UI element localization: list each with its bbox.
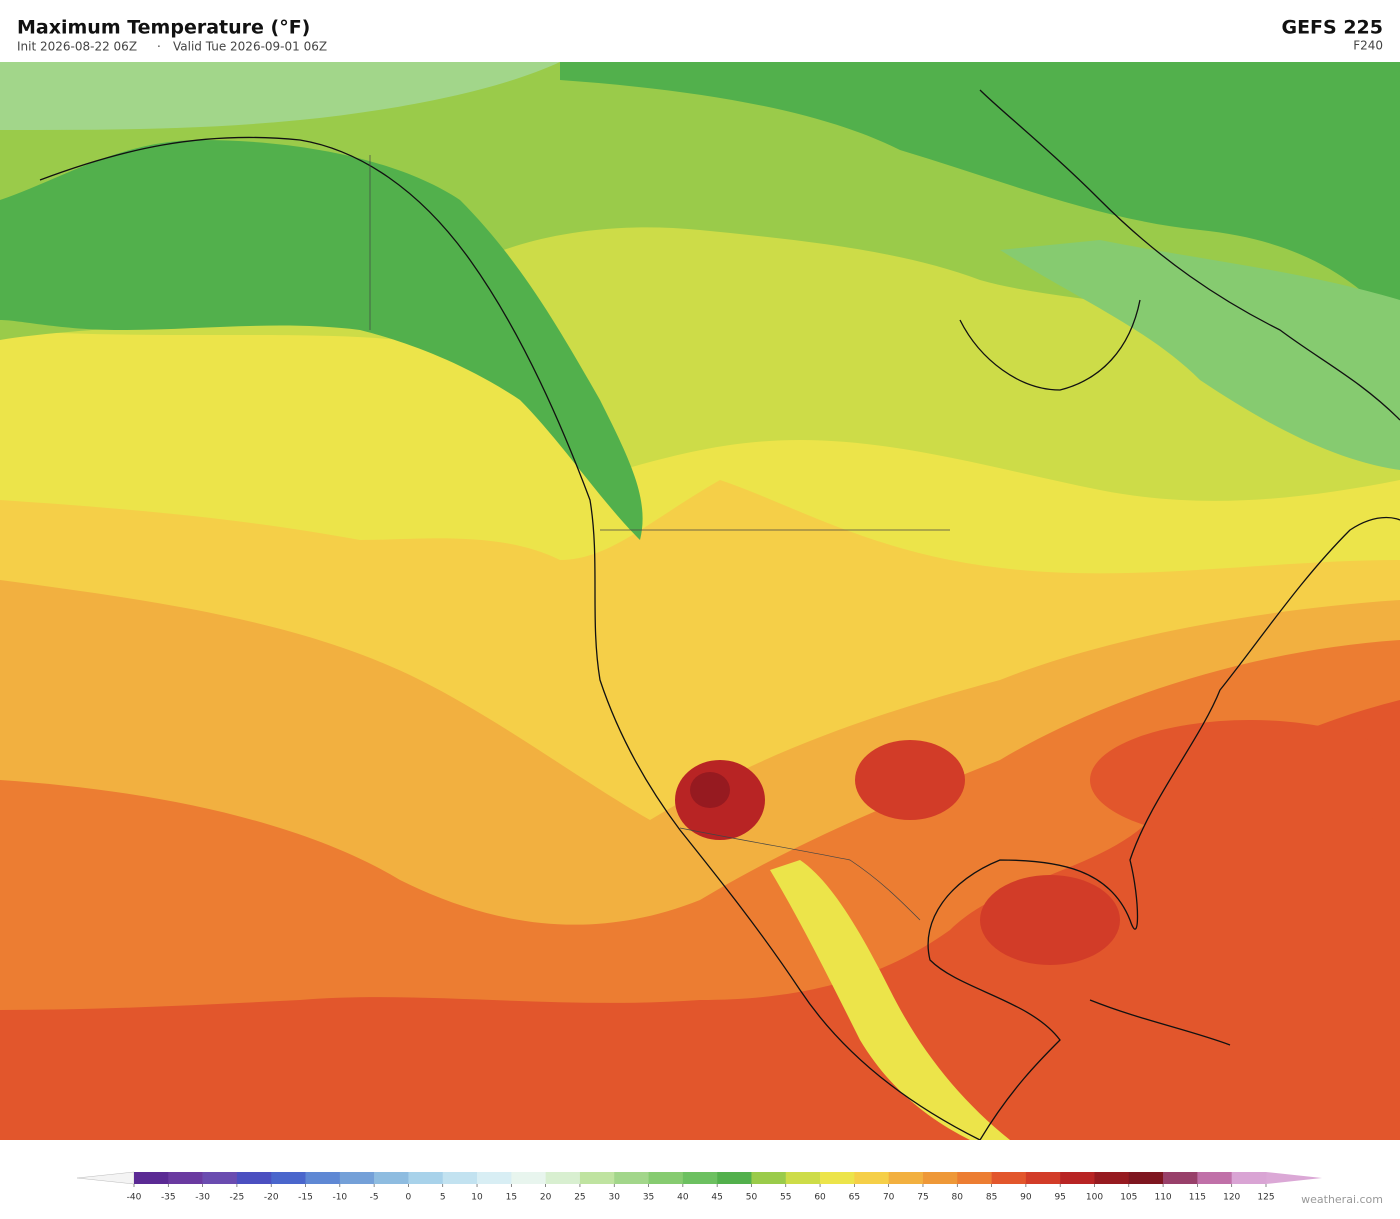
colorbar-bin xyxy=(820,1172,855,1184)
colorbar: -40 -35 -30 -25 -20 -15 -10 -5 0 5 10 15 20 25 30 35 40 4… xyxy=(76,1171,1322,1203)
colorbar-tick-label: 100 xyxy=(1086,1193,1103,1203)
colorbar-tick-label: 120 xyxy=(1223,1193,1240,1203)
colorbar-tick-label: 85 xyxy=(986,1193,997,1203)
model: GEFS 225 xyxy=(1281,17,1383,39)
colorbar-tick-label: 110 xyxy=(1154,1193,1171,1203)
colorbar-bin xyxy=(682,1172,718,1184)
colorbar-tick-label: 40 xyxy=(677,1193,689,1203)
valid-time: Valid Tue 2026-09-01 06Z xyxy=(173,40,327,54)
colorbar-bin xyxy=(579,1172,615,1184)
colorbar-tick-label: 55 xyxy=(780,1193,791,1203)
colorbar-tick-label: 80 xyxy=(952,1193,964,1203)
colorbar-bin xyxy=(854,1172,889,1184)
colorbar-bin xyxy=(648,1172,684,1184)
title: Maximum Temperature (°F) xyxy=(17,17,310,39)
colorbar-bin xyxy=(271,1172,306,1184)
forecast-hour: F240 xyxy=(1353,39,1383,53)
colorbar-bin xyxy=(305,1172,341,1184)
colorbar-bin xyxy=(991,1172,1027,1184)
colorbar-tick-label: 30 xyxy=(609,1193,621,1203)
colorbar-tick-label: 60 xyxy=(814,1193,826,1203)
colorbar-tick-label: 10 xyxy=(471,1193,483,1203)
colorbar-bin xyxy=(751,1172,787,1184)
colorbar-tick-label: 65 xyxy=(849,1193,860,1203)
colorbar-bin xyxy=(339,1172,375,1184)
map xyxy=(0,62,1400,1140)
colorbar-bin xyxy=(477,1172,512,1184)
colorbar-bin xyxy=(1231,1172,1267,1184)
colorbar-bin xyxy=(511,1172,546,1184)
colorbar-under xyxy=(76,1171,135,1185)
colorbar-tick-label: 115 xyxy=(1189,1193,1206,1203)
colorbar-tick-label: 0 xyxy=(406,1193,412,1203)
separator: · xyxy=(157,40,161,54)
colorbar-bin xyxy=(1025,1172,1061,1184)
colorbar-tick-label: 95 xyxy=(1054,1193,1065,1203)
colorbar-tick-label: -25 xyxy=(230,1193,245,1203)
colorbar-bin xyxy=(1163,1172,1198,1184)
colorbar-bin xyxy=(717,1172,752,1184)
colorbar-bin xyxy=(442,1172,478,1184)
colorbar-tick-label: -30 xyxy=(195,1193,210,1203)
colorbar-bin xyxy=(236,1172,272,1184)
colorbar-bin xyxy=(374,1172,409,1184)
colorbar-bin xyxy=(957,1172,992,1184)
colorbar-bin xyxy=(408,1172,444,1184)
colorbar-tick-label: 15 xyxy=(506,1193,517,1203)
colorbar-tick-label: 45 xyxy=(711,1193,722,1203)
colorbar-tick-label: 20 xyxy=(540,1193,552,1203)
colorbar-tick-label: 125 xyxy=(1257,1193,1274,1203)
colorbar-tick-label: -10 xyxy=(332,1193,347,1203)
colorbar-bin xyxy=(888,1172,924,1184)
colorbar-tick-label: -5 xyxy=(370,1193,379,1203)
colorbar-bin xyxy=(1060,1172,1095,1184)
colorbar-tick-label: 50 xyxy=(746,1193,758,1203)
colorbar-bin xyxy=(1197,1172,1232,1184)
colorbar-tick-label: -20 xyxy=(264,1193,279,1203)
colorbar-tick-label: 75 xyxy=(917,1193,928,1203)
init-time: Init 2026-08-22 06Z xyxy=(17,40,137,54)
colorbar-tick-label: 90 xyxy=(1020,1193,1032,1203)
colorbar-bin xyxy=(134,1172,169,1184)
colorbar-tick-label: 5 xyxy=(440,1193,446,1203)
colorbar-tick-label: 105 xyxy=(1120,1193,1137,1203)
colorbar-tick-label: -35 xyxy=(161,1193,176,1203)
colorbar-bin xyxy=(614,1172,649,1184)
colorbar-bin xyxy=(545,1172,581,1184)
colorbar-tick-label: 70 xyxy=(883,1193,895,1203)
colorbar-bin xyxy=(785,1172,821,1184)
colorbar-tick-label: -40 xyxy=(127,1193,142,1203)
credit: weatherai.com xyxy=(1301,1193,1383,1206)
colorbar-bin xyxy=(202,1172,238,1184)
colorbar-bin xyxy=(1128,1172,1164,1184)
colorbar-tick-label: 35 xyxy=(643,1193,654,1203)
colorbar-tick-label: -15 xyxy=(298,1193,313,1203)
colorbar-bin xyxy=(1094,1172,1130,1184)
colorbar-bin xyxy=(922,1172,958,1184)
colorbar-over xyxy=(1266,1172,1322,1184)
colorbar-bin xyxy=(168,1172,203,1184)
colorbar-tick-label: 25 xyxy=(574,1193,585,1203)
